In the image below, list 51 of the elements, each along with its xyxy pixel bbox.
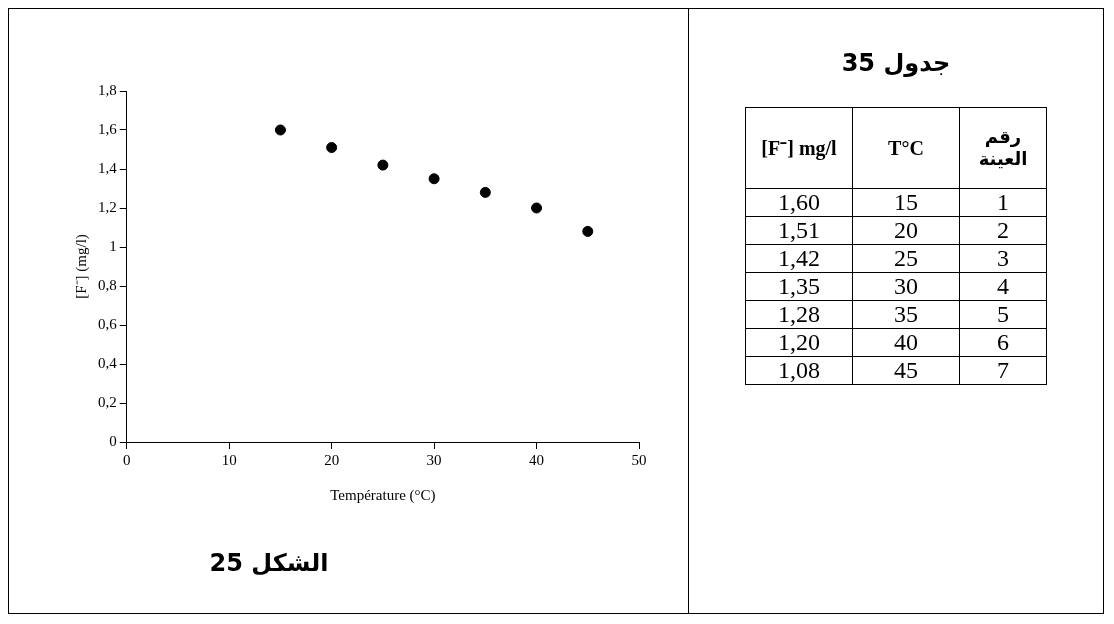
text: 2 xyxy=(959,216,1047,245)
text: جدول 35 xyxy=(841,49,951,77)
y-tick-label: 0 xyxy=(109,432,117,449)
text: 1,28 xyxy=(745,300,853,329)
text: 4 xyxy=(959,272,1047,301)
y-tick-label: 1,2 xyxy=(98,198,117,215)
point xyxy=(428,173,440,185)
y-tick-label: 1,8 xyxy=(98,81,117,98)
x-tick-label: 50 xyxy=(631,451,647,468)
text: 1 xyxy=(959,188,1047,217)
point xyxy=(377,159,389,171)
x-tick-label: 0 xyxy=(123,451,131,468)
y-tick-label: 0,6 xyxy=(98,315,118,332)
text: 1,60 xyxy=(745,188,853,217)
y-tick-label: 1 xyxy=(109,237,117,254)
text: 35 xyxy=(852,300,960,329)
x-tick-label: 30 xyxy=(426,451,442,468)
y-axis-title: [F⁻] (mg/l) xyxy=(72,234,90,299)
text: 1,08 xyxy=(745,356,853,385)
y-tick-label: 1,4 xyxy=(98,159,118,176)
x-axis-title: Température (°C) xyxy=(330,486,436,504)
text: 7 xyxy=(959,356,1047,385)
y-tick-label: 0,8 xyxy=(98,276,117,293)
text: 30 xyxy=(852,272,960,301)
y-tick-label: 0,2 xyxy=(98,393,117,410)
text: 40 xyxy=(852,328,960,357)
point xyxy=(582,225,594,237)
text: الشكل 25 xyxy=(208,549,330,577)
point xyxy=(531,202,543,214)
text: رقم العينة xyxy=(959,107,1047,189)
text: 15 xyxy=(852,188,960,217)
y-tick-label: 1,6 xyxy=(98,120,118,137)
text: 25 xyxy=(852,244,960,273)
x-tick-label: 10 xyxy=(221,451,237,468)
point xyxy=(479,186,491,198)
x-tick-label: 40 xyxy=(529,451,545,468)
text: 1,42 xyxy=(745,244,853,273)
text: 5 xyxy=(959,300,1047,329)
text: 6 xyxy=(959,328,1047,357)
text: 1,20 xyxy=(745,328,853,357)
text: 1,35 xyxy=(745,272,853,301)
text: 20 xyxy=(852,216,960,245)
y-tick-label: 0,4 xyxy=(98,354,118,371)
text: [F⁻] mg/l xyxy=(745,107,853,189)
text: 1,51 xyxy=(745,216,853,245)
point xyxy=(326,142,338,154)
text: 3 xyxy=(959,244,1047,273)
x-tick-label: 20 xyxy=(324,451,340,468)
text: 45 xyxy=(852,356,960,385)
text: T°C xyxy=(852,107,960,189)
point xyxy=(274,124,286,136)
